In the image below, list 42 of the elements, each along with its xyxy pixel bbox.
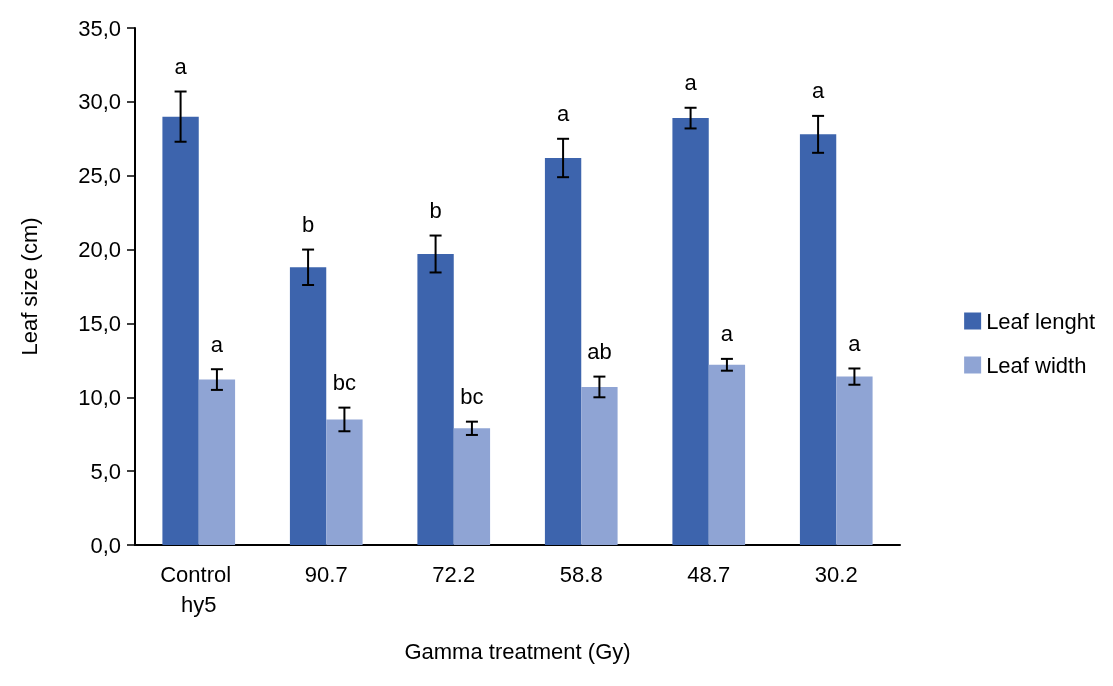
x-tick-label: 90.7 <box>304 561 348 587</box>
data-label: a <box>684 70 698 96</box>
y-axis-title: Leaf size (cm) <box>16 217 42 356</box>
data-label: a <box>556 101 570 127</box>
x-tick-label: 30.2 <box>814 561 858 587</box>
legend-label: Leaf width <box>986 352 1087 378</box>
x-tick-label: 58.8 <box>559 561 603 587</box>
bar <box>836 376 873 545</box>
x-tick-label: Control hy5 <box>160 561 238 617</box>
data-label: b <box>301 212 315 238</box>
bar <box>453 428 491 545</box>
y-tick-label: 20,0 <box>78 237 121 263</box>
y-tick-label: 25,0 <box>78 163 121 189</box>
bar <box>289 267 327 545</box>
data-label: bc <box>460 384 484 410</box>
y-tick-label: 10,0 <box>78 384 121 410</box>
bar <box>417 254 454 545</box>
bar <box>544 157 582 545</box>
data-label: bc <box>332 370 357 396</box>
data-label: a <box>210 331 224 357</box>
x-tick-label: 72.2 <box>432 561 476 587</box>
data-label: ab <box>587 339 612 365</box>
bar <box>672 118 709 545</box>
bar <box>581 386 618 545</box>
data-label: a <box>848 330 862 356</box>
legend-label: Leaf lenght <box>986 308 1095 334</box>
y-tick-label: 0,0 <box>90 532 121 558</box>
y-tick-label: 5,0 <box>90 458 121 484</box>
bar <box>326 419 363 545</box>
bar <box>198 379 236 545</box>
y-tick-label: 15,0 <box>78 310 121 336</box>
data-label: a <box>811 78 825 104</box>
data-label: a <box>174 54 188 80</box>
x-axis-title: Gamma treatment (Gy) <box>404 638 631 664</box>
y-tick-label: 35,0 <box>78 15 121 41</box>
bar <box>799 134 837 545</box>
y-tick-label: 30,0 <box>78 89 121 115</box>
x-tick-label: 48.7 <box>687 561 731 587</box>
bar <box>708 364 746 545</box>
data-label: a <box>720 321 734 347</box>
bar <box>162 116 199 545</box>
data-label: b <box>429 198 442 224</box>
